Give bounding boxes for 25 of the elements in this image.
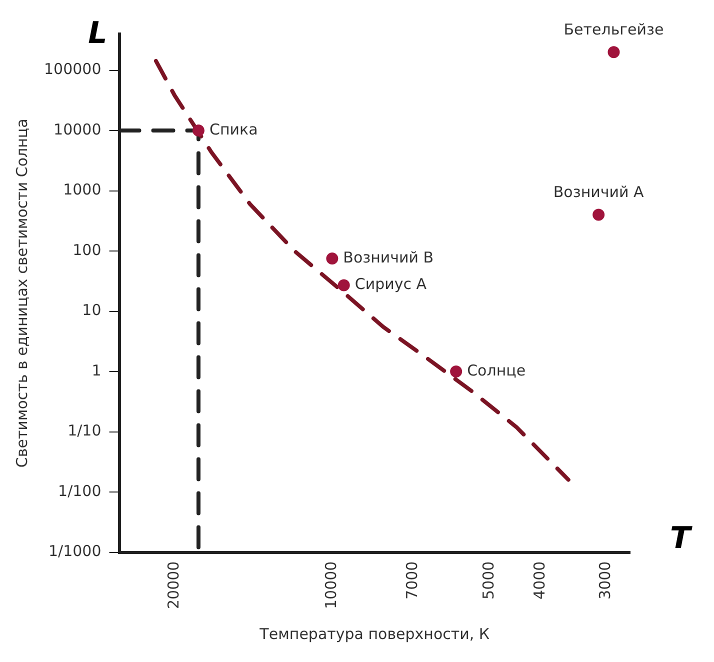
x-tick-label: 4000 <box>530 561 548 600</box>
series-label: Сириус А <box>354 275 428 294</box>
series-label: Солнце <box>467 361 526 380</box>
text: T <box>670 521 693 556</box>
series-label: Возничий А <box>553 183 645 202</box>
x-axis-title: Температура поверхности, К <box>258 624 490 643</box>
x-tick-label: 20000 <box>164 561 182 609</box>
y-tick-label: 1000 <box>63 180 102 199</box>
series-label: Спика <box>209 120 258 138</box>
x-tick-label: 5000 <box>480 561 498 600</box>
y-tick-label: 10 <box>82 301 102 320</box>
x-tick-label: 3000 <box>596 561 614 600</box>
y-tick-label: 1 <box>92 361 102 380</box>
series-label: Возничий В <box>343 248 434 266</box>
x-tick-label: 7000 <box>403 561 422 600</box>
y-tick-label: 100000 <box>44 60 102 78</box>
y-tick-label: 1/10 <box>68 422 102 440</box>
x-tick-label: 10000 <box>322 561 340 609</box>
y-tick-label: 1/100 <box>58 482 102 500</box>
y-tick-label: 1/1000 <box>48 542 102 560</box>
text: L <box>88 16 108 51</box>
y-axis-title: Светимость в единицах светимости Солнца <box>12 118 31 468</box>
y-tick-label: 100 <box>72 240 102 259</box>
series-label: Бетельгейзе <box>564 20 664 39</box>
y-tick-label: 10000 <box>54 120 102 138</box>
